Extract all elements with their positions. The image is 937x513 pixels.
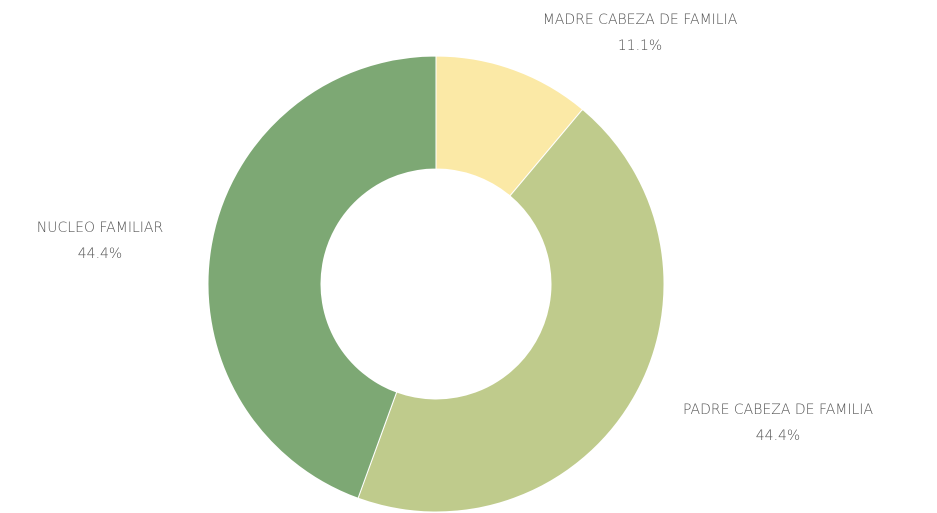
slice-label: NUCLEO FAMILIAR xyxy=(37,220,163,236)
donut-slice xyxy=(207,55,437,499)
slice-value-label: 44.4% xyxy=(78,246,122,262)
slice-value-label: 44.4% xyxy=(756,428,800,444)
slice-label: MADRE CABEZA DE FAMILIA xyxy=(543,12,738,28)
slice-value-label: 11.1% xyxy=(618,38,662,54)
slice-label: PADRE CABEZA DE FAMILIA xyxy=(683,402,873,418)
donut-slice xyxy=(357,108,665,513)
